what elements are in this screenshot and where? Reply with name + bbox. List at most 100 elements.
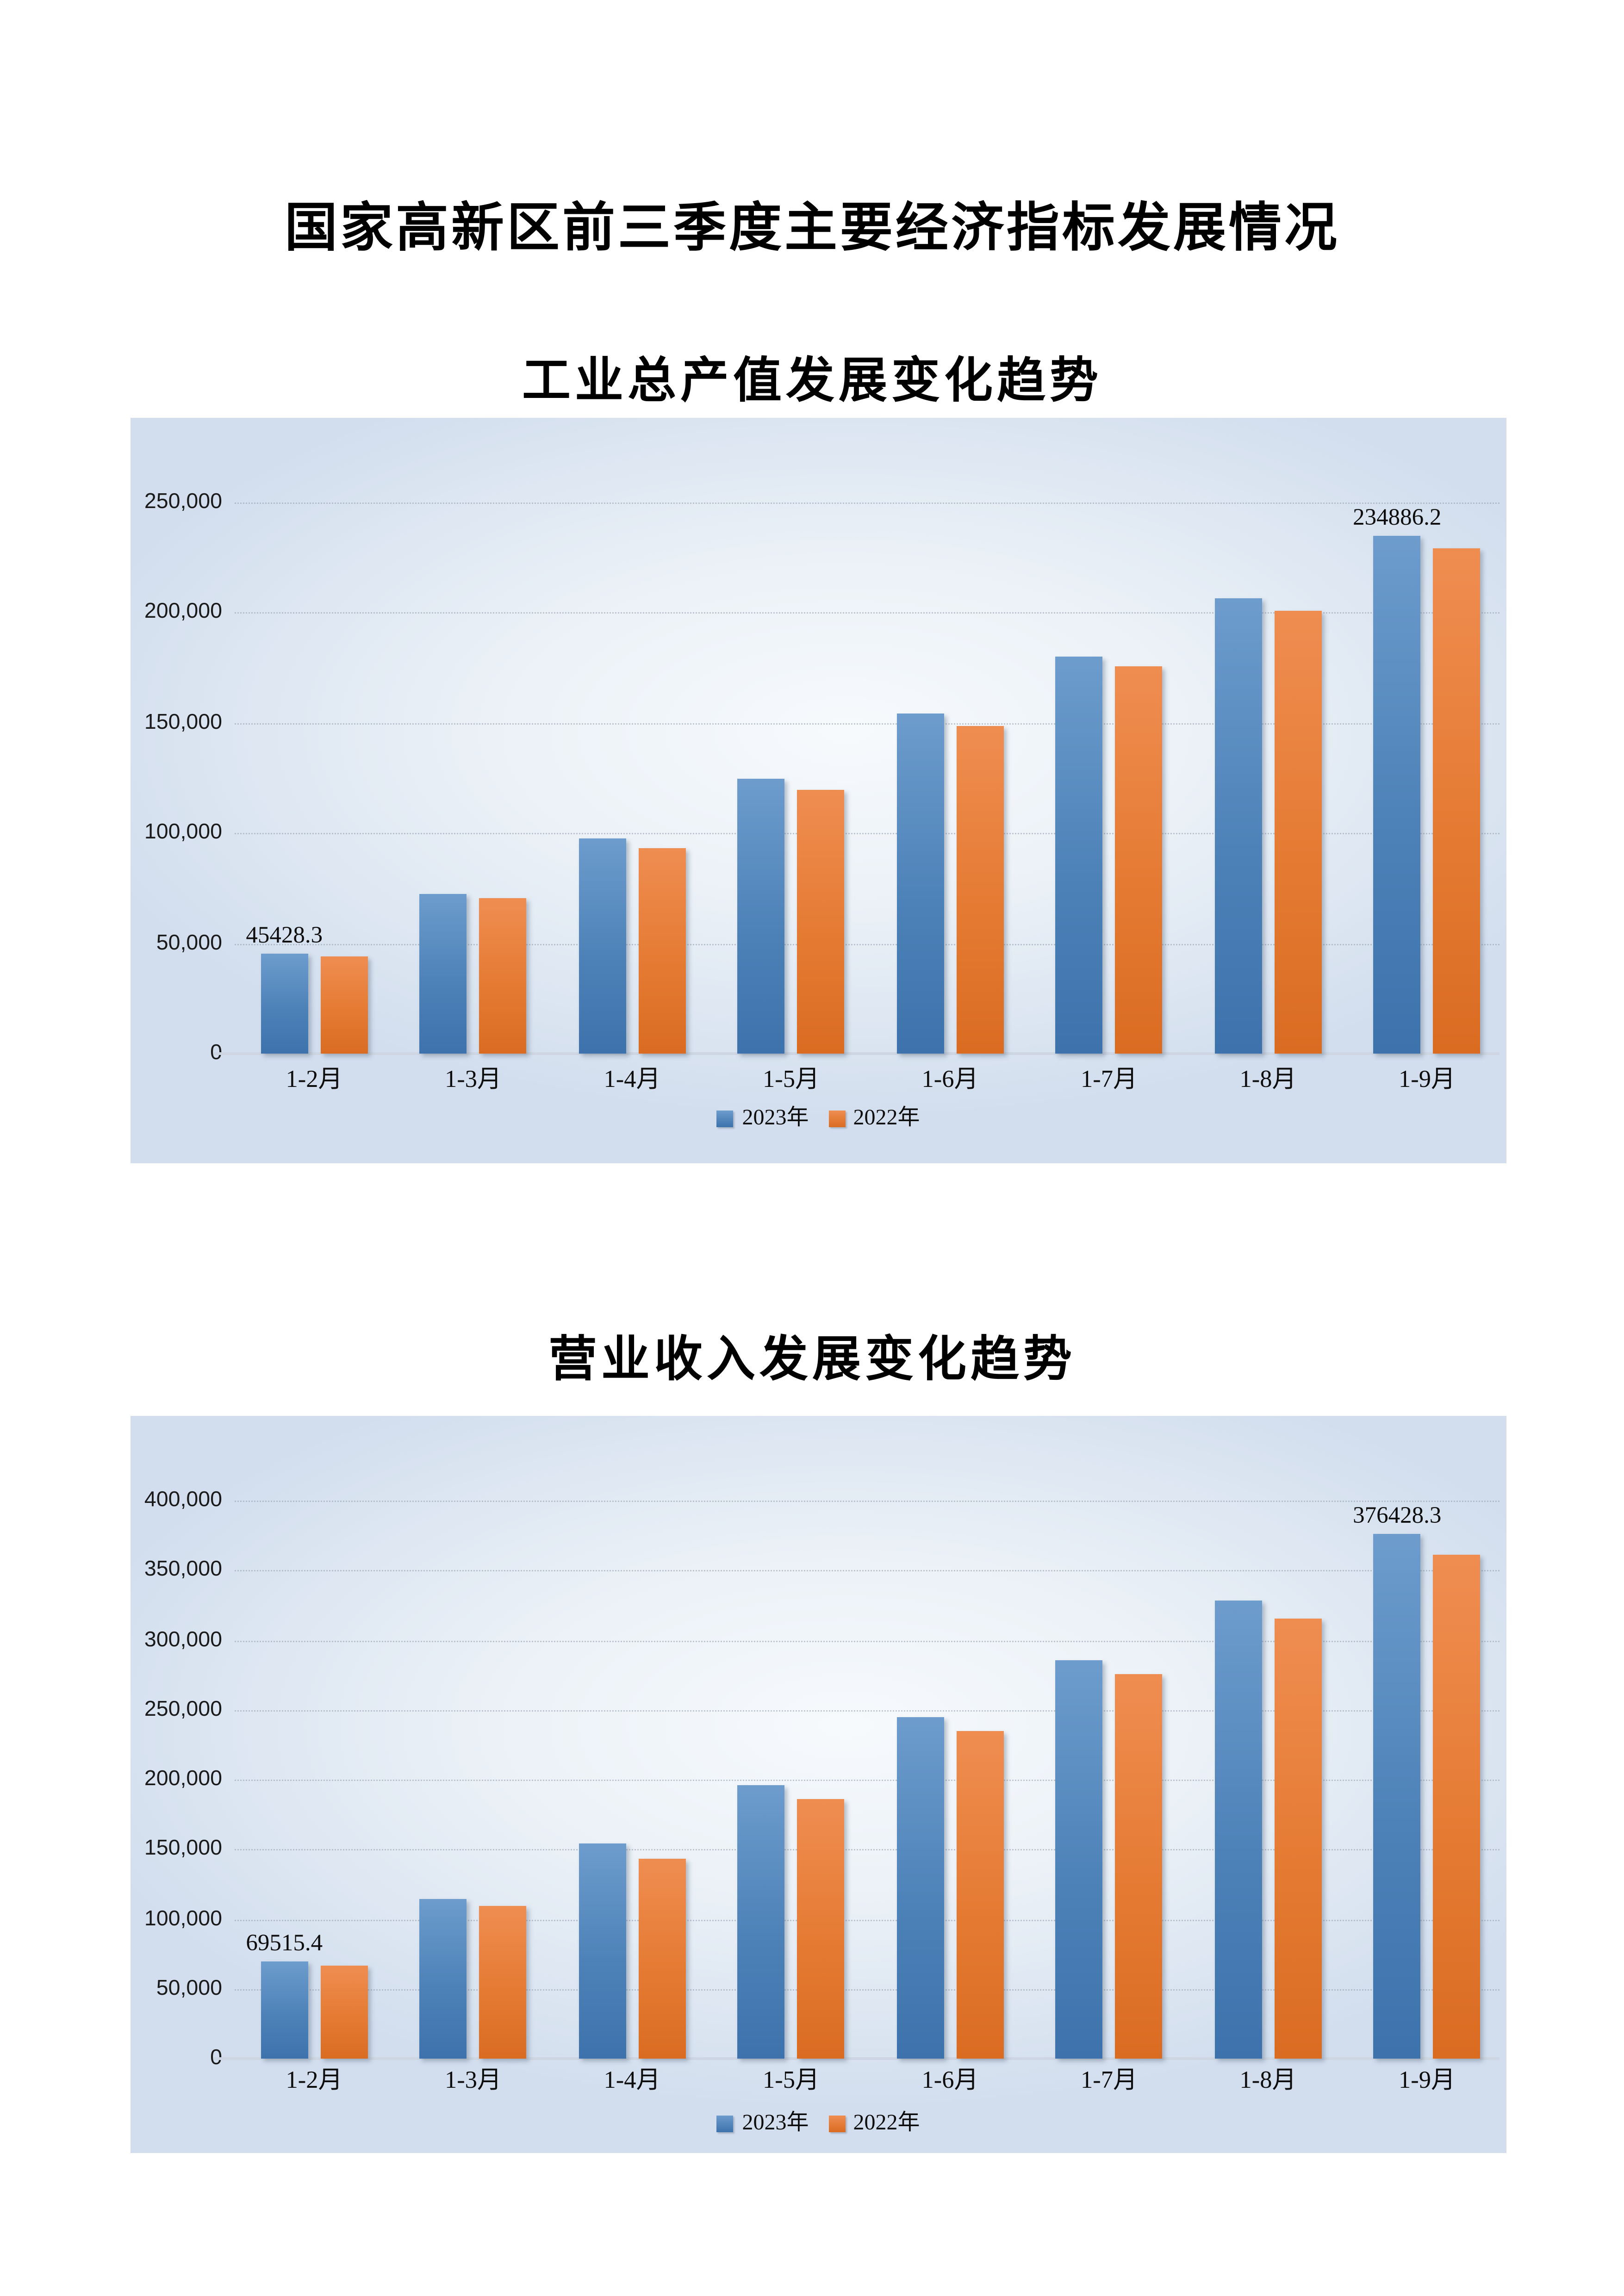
x-axis-label: 1-3月 (444, 2066, 502, 2093)
gridline (235, 1570, 1500, 1572)
legend-swatch (828, 1111, 845, 1127)
bar-group-1-8月 (1188, 503, 1348, 1054)
x-axis-label: 1-9月 (1398, 2066, 1456, 2093)
x-axis-label: 1-4月 (604, 2066, 660, 2093)
legend-label: 2022年 (853, 1106, 920, 1130)
bar-group-1-6月 (871, 503, 1030, 1054)
y-tick-label: 0 (131, 2046, 222, 2071)
x-axis-label: 1-7月 (1080, 2066, 1138, 2093)
legend-swatch (717, 1111, 734, 1127)
legend-label: 2023年 (742, 1106, 809, 1130)
chart-title-operating-revenue: 营业收入发展变化趋势 (548, 1333, 1076, 1387)
gridline (235, 1780, 1500, 1781)
x-axis-label: 1-3月 (444, 1065, 502, 1092)
bar-chart-operating-revenue: 400,000 350,000 300,000 250,000 200,000 150,0… (131, 1416, 1506, 2153)
legend-label: 2023年 (742, 2111, 809, 2135)
bar-group-1-9月: 376428.3 (1348, 1501, 1507, 2059)
y-tick-label: 50,000 (156, 1976, 222, 2000)
bar-group-1-6月 (871, 1501, 1030, 2059)
legend-item-2022年: 2022年 (828, 2111, 920, 2136)
bar-group-1-8月 (1188, 1501, 1348, 2059)
gridline (235, 833, 1500, 835)
gridline (235, 1640, 1500, 1642)
bar-group-1-7月 (1030, 503, 1189, 1054)
gridline (235, 723, 1500, 725)
bar-group-1-5月 (712, 503, 871, 1054)
bar-2023年-1-5月 (737, 1785, 785, 2059)
bar-2022年-1-2月 (320, 1965, 368, 2059)
bar-2022年-1-9月 (1433, 1555, 1481, 2059)
legend-item-2023年: 2023年 (717, 2111, 809, 2136)
gridline (235, 1710, 1500, 1712)
x-axis-label: 1-2月 (286, 1065, 342, 1092)
x-axis-label: 1-9月 (1398, 1065, 1456, 1092)
x-axis-labels: 1-2月 1-3月 1-4月 1-5月 1-6月 1-7月 1-8月 1-9月 (235, 1065, 1506, 1092)
bar-group-1-4月 (553, 1501, 712, 2059)
bar-2023年-1-8月 (1214, 598, 1262, 1054)
bar-2022年-1-5月 (797, 1799, 845, 2059)
bar-2022年-1-4月 (638, 847, 686, 1054)
y-tick-label: 100,000 (144, 820, 222, 844)
x-axis-label: 1-5月 (762, 2066, 820, 2093)
gridline (235, 1989, 1500, 1991)
plot-area: 69515.4 376428.3 (235, 1501, 1506, 2059)
y-tick-label: 300,000 (144, 1627, 222, 1651)
bar-2023年-1-2月: 45428.3 (246, 922, 323, 1054)
bar-2022年-1-3月 (479, 1906, 527, 2059)
legend: 2023年 2022年 (131, 1106, 1506, 1131)
bar-2023年-1-6月 (896, 1717, 944, 2059)
bar-2023年-1-2月: 69515.4 (246, 1930, 323, 2059)
bar-2022年-1-5月 (797, 790, 845, 1054)
legend-item-2022年: 2022年 (828, 1106, 920, 1131)
gridline (235, 1849, 1500, 1851)
x-axis-label: 1-2月 (286, 2066, 342, 2093)
bar-group-1-3月 (394, 1501, 553, 2059)
gridline (235, 613, 1500, 614)
y-tick-label: 50,000 (156, 931, 222, 955)
y-tick-label: 150,000 (144, 710, 222, 734)
bar-2022年-1-2月 (320, 956, 368, 1054)
bar-group-1-9月: 234886.2 (1348, 503, 1507, 1054)
y-tick-label: 0 (131, 1041, 222, 1066)
gridline (235, 1919, 1500, 1921)
x-axis-label: 1-6月 (921, 1065, 978, 1092)
x-axis-label: 1-7月 (1080, 1065, 1138, 1092)
legend-item-2023年: 2023年 (717, 1106, 809, 1131)
bar-2022年-1-3月 (479, 899, 527, 1054)
data-label: 376428.3 (1353, 1502, 1442, 1528)
data-label: 45428.3 (246, 921, 323, 948)
bar-2023年-1-4月 (579, 1844, 626, 2059)
bar-chart-industrial-output: 250,000 200,000 150,000 100,000 50,000 0 45428… (131, 418, 1506, 1163)
x-axis-label: 1-8月 (1239, 2066, 1296, 2093)
y-tick-label: 400,000 (144, 1488, 222, 1512)
y-tick-label: 250,000 (144, 1697, 222, 1721)
bar-2022年-1-6月 (956, 1730, 1004, 2059)
bar-group-1-3月 (394, 503, 553, 1054)
bar-2022年-1-8月 (1274, 610, 1322, 1054)
bar-2023年-1-3月 (419, 893, 467, 1054)
bar-2023年-1-8月 (1214, 1600, 1262, 2059)
chart-title-industrial-output: 工业总产值发展变化趋势 (522, 354, 1102, 408)
gridline (235, 943, 1500, 945)
bar-group-1-2月: 45428.3 (235, 503, 394, 1054)
bar-group-1-2月: 69515.4 (235, 1501, 394, 2059)
y-tick-label: 200,000 (144, 600, 222, 624)
y-tick-label: 150,000 (144, 1837, 222, 1861)
legend-swatch (828, 2116, 845, 2132)
bar-2023年-1-6月 (896, 713, 944, 1054)
bar-2022年-1-9月 (1433, 548, 1481, 1054)
bar-2023年-1-9月: 234886.2 (1353, 505, 1441, 1054)
y-tick-label: 350,000 (144, 1558, 222, 1582)
gridline (235, 503, 1500, 504)
x-axis-label: 1-4月 (604, 1065, 660, 1092)
bar-2022年-1-7月 (1115, 1674, 1163, 2059)
bar-2022年-1-8月 (1274, 1618, 1322, 2059)
bar-2022年-1-4月 (638, 1858, 686, 2059)
legend: 2023年 2022年 (131, 2111, 1506, 2136)
x-axis-label: 1-8月 (1239, 1065, 1296, 1092)
x-axis-labels: 1-2月 1-3月 1-4月 1-5月 1-6月 1-7月 1-8月 1-9月 (235, 2066, 1506, 2093)
bar-2023年-1-9月: 376428.3 (1353, 1502, 1441, 2059)
bar-2023年-1-7月 (1055, 1659, 1103, 2059)
legend-label: 2022年 (853, 2111, 920, 2135)
